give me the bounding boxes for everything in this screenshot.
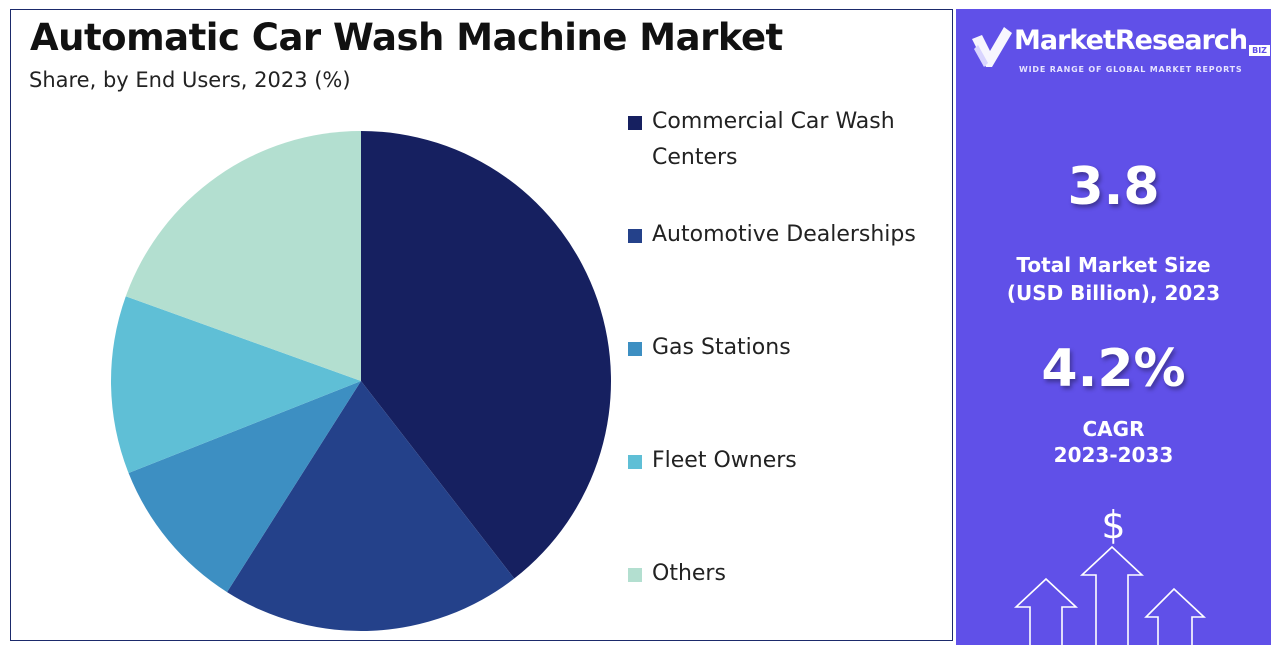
legend-label: Commercial Car Wash Centers bbox=[652, 109, 895, 170]
dollar-icon: $ bbox=[1101, 503, 1126, 547]
chart-panel: Automatic Car Wash Machine Market Share,… bbox=[10, 9, 953, 641]
chart-subtitle: Share, by End Users, 2023 (%) bbox=[29, 68, 351, 92]
legend-swatch bbox=[628, 116, 642, 130]
legend-swatch bbox=[628, 455, 642, 469]
legend-item: Others bbox=[628, 556, 942, 592]
legend-label: Fleet Owners bbox=[652, 448, 797, 473]
legend-label: Gas Stations bbox=[652, 335, 791, 360]
cagr-label-line2: 2023-2033 bbox=[1053, 443, 1174, 467]
legend-swatch bbox=[628, 342, 642, 356]
legend-item: Automotive Dealerships bbox=[628, 217, 942, 253]
legend-label: Automotive Dealerships bbox=[652, 222, 916, 247]
chart-title: Automatic Car Wash Machine Market bbox=[30, 16, 783, 59]
legend-item: Gas Stations bbox=[628, 330, 942, 366]
market-size-label-line2: (USD Billion), 2023 bbox=[1006, 281, 1221, 305]
legend-swatch bbox=[628, 229, 642, 243]
cagr-value: 4.2% bbox=[1041, 339, 1186, 399]
cagr-label-line1: CAGR bbox=[1082, 417, 1145, 441]
summary-sidebar: MarketResearch BIZ WIDE RANGE OF GLOBAL … bbox=[956, 9, 1271, 645]
pie-slice-others bbox=[125, 131, 361, 381]
pie-slice-automotive-dealerships bbox=[227, 381, 515, 632]
brand-name: MarketResearch bbox=[1014, 25, 1248, 56]
pie-slice-fleet-owners bbox=[111, 296, 361, 474]
brand-check-icon bbox=[972, 27, 1012, 67]
pie-slice-commercial-car-wash-centers bbox=[361, 131, 611, 579]
legend-swatch bbox=[628, 568, 642, 582]
pie-slice-gas-stations bbox=[128, 381, 361, 593]
market-size-value: 3.8 bbox=[1067, 157, 1160, 217]
market-size-label-line1: Total Market Size bbox=[1016, 253, 1211, 277]
brand-tagline: WIDE RANGE OF GLOBAL MARKET REPORTS bbox=[1019, 65, 1243, 74]
legend-label: Others bbox=[652, 561, 726, 586]
brand-suffix: BIZ bbox=[1249, 45, 1270, 56]
growth-arrows-icon bbox=[1013, 545, 1207, 645]
brand-logo: MarketResearch BIZ bbox=[968, 25, 1270, 71]
legend-item: Commercial Car Wash Centers bbox=[628, 104, 942, 176]
legend-item: Fleet Owners bbox=[628, 443, 942, 479]
pie-chart bbox=[111, 131, 611, 632]
